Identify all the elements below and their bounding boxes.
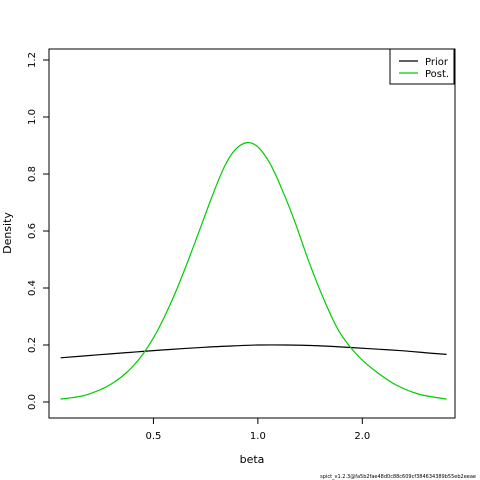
y-tick-label: 0.0 bbox=[27, 394, 38, 410]
x-axis-label: beta bbox=[240, 453, 265, 466]
y-tick-label: 0.2 bbox=[27, 337, 38, 353]
footnote: spict_v1.2.3@fa5b2fae48d0c88c609cf384634… bbox=[320, 474, 476, 480]
plot-area bbox=[60, 141, 447, 400]
legend-label: Prior bbox=[425, 57, 449, 68]
plot-frame bbox=[48, 48, 456, 419]
y-axis-label: Density bbox=[1, 212, 14, 254]
y-tick-label: 1.0 bbox=[27, 109, 38, 125]
x-tick-label: 0.5 bbox=[145, 431, 161, 442]
legend-box bbox=[389, 48, 455, 85]
x-tick-label: 2.0 bbox=[354, 431, 370, 442]
y-tick-label: 0.4 bbox=[27, 280, 38, 296]
series-line-post bbox=[60, 141, 447, 400]
legend-label: Post. bbox=[425, 69, 449, 80]
y-tick-label: 0.6 bbox=[27, 223, 38, 239]
x-tick-label: 1.0 bbox=[250, 431, 266, 442]
y-tick-label: 0.8 bbox=[27, 166, 38, 182]
y-tick-label: 1.2 bbox=[27, 52, 38, 68]
x-axis: 0.5 1.0 2.0 bbox=[145, 418, 370, 442]
series-line-prior bbox=[60, 344, 447, 359]
y-axis: 0.0 0.2 0.4 0.6 0.8 1.0 1.2 bbox=[27, 52, 49, 410]
